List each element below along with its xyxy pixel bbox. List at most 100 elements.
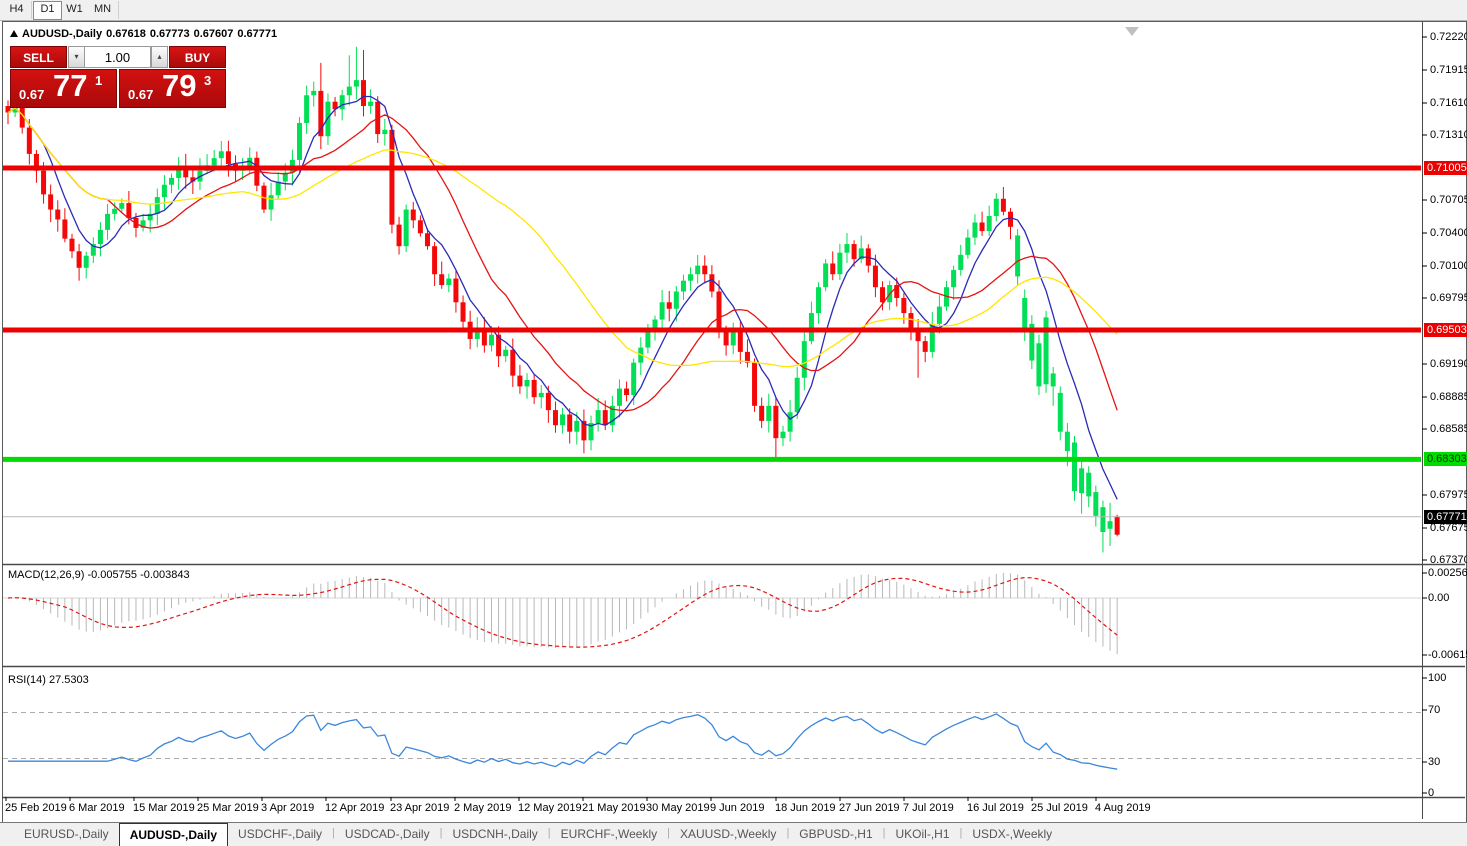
- candle-body: [353, 80, 359, 87]
- candle-body: [631, 362, 637, 396]
- volume-decrease-button[interactable]: ▾: [68, 46, 85, 68]
- symbol-name: AUDUSD-,Daily: [22, 28, 103, 40]
- candle-body: [211, 158, 217, 166]
- candle-body: [787, 412, 793, 432]
- candle-body: [304, 95, 310, 123]
- volume-input[interactable]: [84, 46, 151, 68]
- sell-button[interactable]: SELL: [10, 46, 67, 68]
- price-badge-0.69503: 0.69503: [1424, 323, 1467, 337]
- candle-body: [695, 265, 701, 275]
- candle-body: [801, 341, 807, 378]
- candle-body: [872, 265, 878, 288]
- date-tick-label: 12 May 2019: [518, 802, 582, 814]
- price-tick-label: 0.72220: [1430, 31, 1467, 43]
- candle-body: [830, 263, 836, 275]
- candle-body: [538, 392, 544, 398]
- tab-usdcnh-daily[interactable]: USDCNH-,Daily: [452, 827, 538, 841]
- price-tick-label: 0.71915: [1430, 64, 1467, 76]
- candle-body: [41, 170, 47, 195]
- tab-eurchf-weekly[interactable]: EURCHF-,Weekly: [560, 827, 658, 841]
- tab-xauusd-weekly[interactable]: XAUUSD-,Weekly: [679, 827, 777, 841]
- candle-body: [858, 248, 864, 260]
- candle-body: [773, 405, 779, 439]
- candle-body: [432, 246, 438, 275]
- rsi-tick-label: 0: [1428, 787, 1435, 799]
- candle-body: [460, 302, 466, 322]
- volume-increase-button[interactable]: ▴: [151, 46, 168, 68]
- candle-body: [424, 233, 430, 247]
- ma-fast-line: [7, 95, 1118, 500]
- tab-usdchf-daily[interactable]: USDCHF-,Daily: [238, 827, 323, 841]
- candle-body: [737, 330, 743, 352]
- candle-body: [446, 278, 452, 286]
- price-badge-0.67771: 0.67771: [1424, 510, 1467, 524]
- candle-body: [894, 285, 900, 298]
- tab-usdcad-daily[interactable]: USDCAD-,Daily: [344, 827, 430, 841]
- candle-body: [517, 375, 523, 387]
- candle-body: [1086, 472, 1092, 497]
- candle-body: [154, 197, 160, 214]
- ohlc-low: 0.67607: [193, 28, 234, 40]
- candle-body: [780, 431, 786, 439]
- chart-title: AUDUSD-,Daily 0.67618 0.67773 0.67607 0.6777…: [10, 28, 281, 40]
- candle-body: [332, 101, 338, 110]
- candle-body: [1100, 507, 1106, 532]
- candle-body: [944, 287, 950, 307]
- candle-body: [488, 334, 494, 346]
- candle-body: [169, 177, 175, 185]
- candle-body: [396, 224, 402, 247]
- candle-body: [816, 287, 822, 314]
- ohlc-open: 0.67618: [106, 28, 146, 40]
- candle-body: [524, 379, 530, 387]
- candle-body: [595, 410, 601, 424]
- sell-price-button[interactable]: 0.67 77 1: [10, 68, 117, 108]
- tab-gbpusd-h1[interactable]: GBPUSD-,H1: [799, 827, 873, 841]
- candle-body: [55, 209, 61, 220]
- candle-body: [1015, 235, 1021, 277]
- rsi-tick-label: 100: [1428, 672, 1447, 684]
- tab-eurusd-daily[interactable]: EURUSD-,Daily: [24, 827, 109, 841]
- chart-marker-icon: [10, 30, 18, 37]
- candle-body: [218, 151, 224, 159]
- candle-body: [5, 106, 11, 113]
- price-tick-label: 0.67370: [1430, 554, 1467, 566]
- buy-button[interactable]: BUY: [169, 46, 226, 68]
- candle-body: [1057, 392, 1063, 432]
- candle-body: [147, 213, 153, 221]
- candle-body: [311, 90, 317, 96]
- candle-body: [709, 274, 715, 292]
- buy-price-big: 79: [162, 68, 197, 103]
- candle-body: [190, 177, 196, 182]
- candle-body: [951, 269, 957, 288]
- tab-ukoil-h1[interactable]: UKOil-,H1: [895, 827, 950, 841]
- toolbar-separator: [31, 1, 32, 19]
- candle-body: [730, 330, 736, 346]
- buy-price-button[interactable]: 0.67 79 3: [119, 68, 226, 108]
- price-tick-label: 0.71610: [1430, 97, 1467, 109]
- collapse-chart-icon[interactable]: [1125, 27, 1139, 36]
- candle-body: [808, 313, 814, 342]
- tab-separator: |: [786, 827, 790, 839]
- timeframe-button-d1[interactable]: D1: [33, 1, 62, 20]
- date-tick-label: 4 Aug 2019: [1095, 802, 1151, 814]
- price-tick-label: 0.70100: [1430, 260, 1467, 272]
- date-tick-label: 18 Jun 2019: [775, 802, 836, 814]
- candle-body: [844, 244, 850, 253]
- timeframe-button-mn[interactable]: MN: [93, 3, 112, 15]
- candle-body: [567, 414, 573, 432]
- candle-body: [602, 410, 608, 426]
- rsi-line: [8, 713, 1118, 770]
- candle-body: [922, 341, 928, 352]
- candle-body: [496, 334, 502, 357]
- tab-audusd-daily[interactable]: AUDUSD-,Daily: [118, 823, 229, 846]
- timeframe-button-w1[interactable]: W1: [66, 3, 83, 15]
- candle-body: [26, 127, 32, 154]
- date-tick-label: 25 Jul 2019: [1031, 802, 1088, 814]
- timeframe-button-h4[interactable]: H4: [9, 3, 24, 15]
- tab-usdx-weekly[interactable]: USDX-,Weekly: [972, 827, 1053, 841]
- candle-body: [823, 263, 829, 288]
- price-badge-0.71005: 0.71005: [1424, 161, 1467, 175]
- candle-body: [417, 220, 423, 234]
- candle-body: [275, 181, 281, 196]
